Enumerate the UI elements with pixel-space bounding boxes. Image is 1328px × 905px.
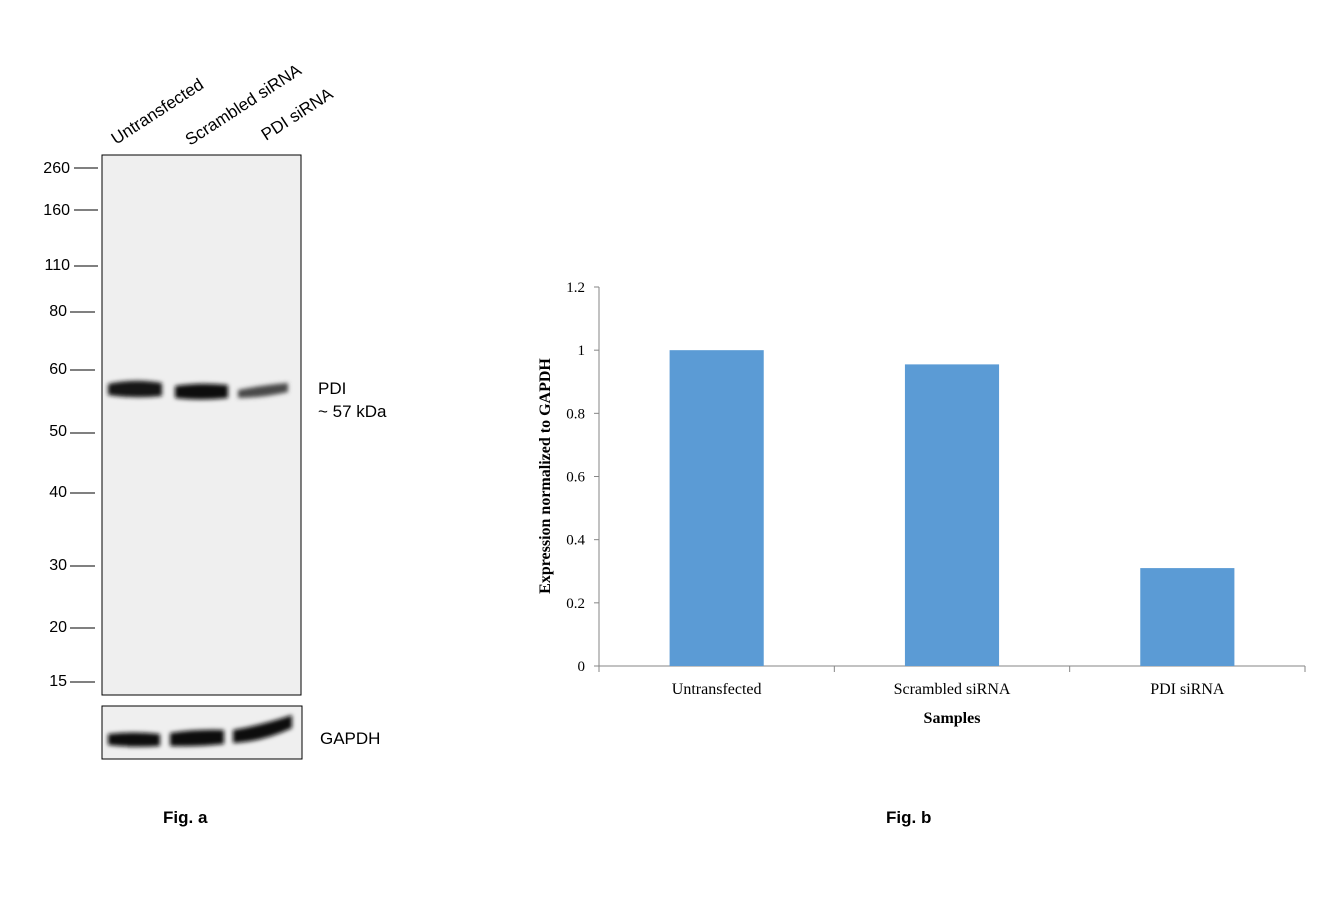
- y-tick-label: 0.2: [566, 596, 585, 612]
- x-tick-label: Untransfected: [672, 681, 762, 698]
- figure-label-a: Fig. a: [163, 808, 208, 827]
- pdi-bands: [108, 380, 288, 400]
- pdi-band-untransfected: [108, 380, 162, 398]
- gapdh-band-scrambled-sirna: [170, 729, 224, 747]
- pdi-band-scrambled-sirna: [175, 383, 228, 400]
- x-axis-title: Samples: [924, 710, 981, 727]
- y-tick-label: 0.6: [566, 470, 585, 486]
- y-axis-title: Expression normalized to GAPDH: [537, 358, 554, 594]
- marker-label: 260: [43, 160, 70, 177]
- chart-tick-labels: 0 0.2 0.4 0.6 0.8 1 1.2 Untransfected Scrambled …: [566, 280, 1225, 698]
- blot-membrane: [101, 154, 302, 696]
- marker-label: 50: [49, 423, 67, 440]
- gapdh-band-untransfected: [108, 732, 160, 747]
- marker-label: 80: [49, 303, 67, 320]
- marker-ladder: 260 160 110 80 60 50 40 30 20 15: [43, 160, 98, 690]
- y-tick-label: 1.2: [566, 280, 585, 296]
- loading-control-label: GAPDH: [320, 729, 380, 748]
- chart-bars: [669, 350, 1235, 666]
- bar-pdi-sirna: [1140, 568, 1235, 666]
- bar-scrambled-sirna: [904, 364, 1000, 666]
- x-tick-label: Scrambled siRNA: [894, 681, 1011, 698]
- figure-label-b: Fig. b: [886, 808, 932, 827]
- y-tick-label: 1: [578, 343, 586, 359]
- bar-untransfected: [669, 350, 764, 666]
- marker-label: 30: [49, 557, 67, 574]
- gapdh-bands: [108, 715, 292, 747]
- y-tick-label: 0.4: [566, 533, 585, 549]
- lane-label-scrambled-sirna: Scrambled siRNA: [182, 60, 305, 149]
- x-tick-label: PDI siRNA: [1150, 681, 1225, 698]
- marker-label: 15: [49, 673, 67, 690]
- y-tick-label: 0: [578, 659, 586, 675]
- y-tick-label: 0.8: [566, 406, 585, 422]
- band-size-label: ~ 57 kDa: [318, 402, 387, 421]
- marker-label: 20: [49, 619, 67, 636]
- marker-label: 110: [44, 257, 70, 274]
- marker-label: 160: [43, 202, 70, 219]
- western-blot-panel: Untransfected Scrambled siRNA PDI siRNA …: [43, 60, 387, 760]
- marker-label: 60: [49, 361, 67, 378]
- marker-label: 40: [49, 484, 67, 501]
- bar-chart: 0 0.2 0.4 0.6 0.8 1 1.2 Untransfected Scrambled …: [537, 280, 1306, 727]
- gapdh-band-pdi-sirna: [233, 715, 292, 743]
- pdi-band-pdi-sirna: [238, 383, 288, 398]
- band-label: PDI: [318, 379, 346, 398]
